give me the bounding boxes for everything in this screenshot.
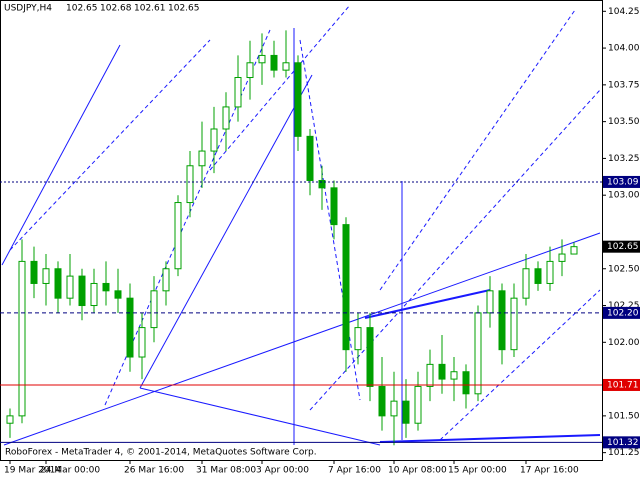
x-tick-label: 31 Mar 08:00 xyxy=(196,466,256,476)
candle-body xyxy=(246,62,254,78)
x-tick-label: 24 Mar 00:00 xyxy=(40,466,100,476)
y-tick-label: 103.75 xyxy=(608,80,640,90)
candle-body xyxy=(138,327,146,358)
level-label: 102.20 xyxy=(607,308,639,318)
candle-body xyxy=(18,260,26,417)
candle-body xyxy=(414,385,422,424)
candle-body xyxy=(570,246,578,255)
trendline xyxy=(139,74,313,389)
candle-body xyxy=(126,297,134,358)
x-tick-label: 15 Apr 00:00 xyxy=(448,466,507,476)
candle-body xyxy=(330,187,338,226)
candle-body xyxy=(522,268,530,299)
trendlines xyxy=(1,28,601,446)
candle-body xyxy=(6,415,14,424)
candle-body xyxy=(354,327,362,351)
y-tick-label: 102.00 xyxy=(608,338,640,348)
x-tick-label: 26 Mar 16:00 xyxy=(124,466,184,476)
quote-value: 102.61 xyxy=(134,4,166,14)
x-tick-label: 7 Apr 16:00 xyxy=(328,466,381,476)
x-tick-label: 3 Apr 00:00 xyxy=(256,466,309,476)
candle-body xyxy=(534,268,542,284)
candle-body xyxy=(114,290,122,299)
candle-body xyxy=(102,282,110,292)
x-tick-label: 17 Apr 16:00 xyxy=(520,466,579,476)
channel-line xyxy=(439,289,601,441)
candle-body xyxy=(210,128,218,152)
candle-body xyxy=(222,106,230,130)
candle-body xyxy=(234,77,242,108)
candle-body xyxy=(198,150,206,167)
candle-body xyxy=(342,224,350,351)
y-tick-label: 103.00 xyxy=(608,191,640,201)
candle-body xyxy=(270,54,278,71)
quote-value: 102.65 xyxy=(66,4,98,14)
level-label: 101.71 xyxy=(607,380,639,390)
candle-body xyxy=(546,260,554,284)
candle-body xyxy=(462,371,470,395)
candle-body xyxy=(390,400,398,417)
level-box xyxy=(603,240,640,253)
channel-line xyxy=(209,4,351,171)
level-box xyxy=(603,378,640,391)
channel-line xyxy=(104,29,271,406)
candle-body xyxy=(450,371,458,380)
level-label: 102.65 xyxy=(607,242,639,252)
x-tick-label: 19 Mar 2014 xyxy=(4,466,61,476)
candle-body xyxy=(258,54,266,64)
candle-body xyxy=(66,275,74,299)
copyright: RoboForex - MetaTrader 4, © 2001-2014, M… xyxy=(5,448,317,458)
candle-body xyxy=(186,165,194,204)
candle-body xyxy=(510,297,518,351)
candle-body xyxy=(402,400,410,424)
quote-value: 102.65 xyxy=(168,4,200,14)
y-tick-label: 102.50 xyxy=(608,264,640,274)
candle-body xyxy=(162,268,170,292)
y-tick-label: 104.00 xyxy=(608,44,640,54)
channel-line xyxy=(379,9,576,291)
trendline xyxy=(379,434,601,443)
candle-body xyxy=(558,253,566,262)
y-tick-label: 103.25 xyxy=(608,154,640,164)
level-label: 103.09 xyxy=(607,177,639,187)
candle-body xyxy=(474,312,482,395)
candle-body xyxy=(438,363,446,380)
y-tick-label: 101.25 xyxy=(608,448,640,458)
candle-body xyxy=(378,385,386,417)
y-tick-label: 104.25 xyxy=(608,7,640,17)
trendline xyxy=(139,387,381,446)
trendline xyxy=(1,44,121,266)
candle-body xyxy=(366,327,374,387)
candle-body xyxy=(294,62,302,137)
candle-body xyxy=(318,179,326,189)
channel-line xyxy=(299,39,361,401)
candle-body xyxy=(426,363,434,387)
level-label: 101.32 xyxy=(607,438,639,448)
candle-body xyxy=(282,62,290,71)
candle-body xyxy=(30,260,38,284)
candle-body xyxy=(498,290,506,351)
level-box xyxy=(603,436,640,449)
level-box xyxy=(603,306,640,319)
trendline xyxy=(3,232,601,446)
level-box xyxy=(603,175,640,188)
y-tick-label: 103.50 xyxy=(608,117,640,127)
candle-body xyxy=(54,268,62,299)
candle-body xyxy=(306,135,314,181)
candle-body xyxy=(174,202,182,270)
candle-body xyxy=(150,290,158,329)
y-tick-label: 102.25 xyxy=(608,301,640,311)
candle-body xyxy=(486,290,494,314)
candle-body xyxy=(78,275,86,307)
candle-body xyxy=(90,282,98,307)
symbol: USDJPY,H4 xyxy=(4,4,52,14)
y-tick-label: 101.50 xyxy=(608,411,640,421)
candle-body xyxy=(42,268,50,284)
channel-line xyxy=(9,39,211,251)
x-tick-label: 10 Apr 08:00 xyxy=(388,466,447,476)
quote-value: 102.68 xyxy=(100,4,132,14)
